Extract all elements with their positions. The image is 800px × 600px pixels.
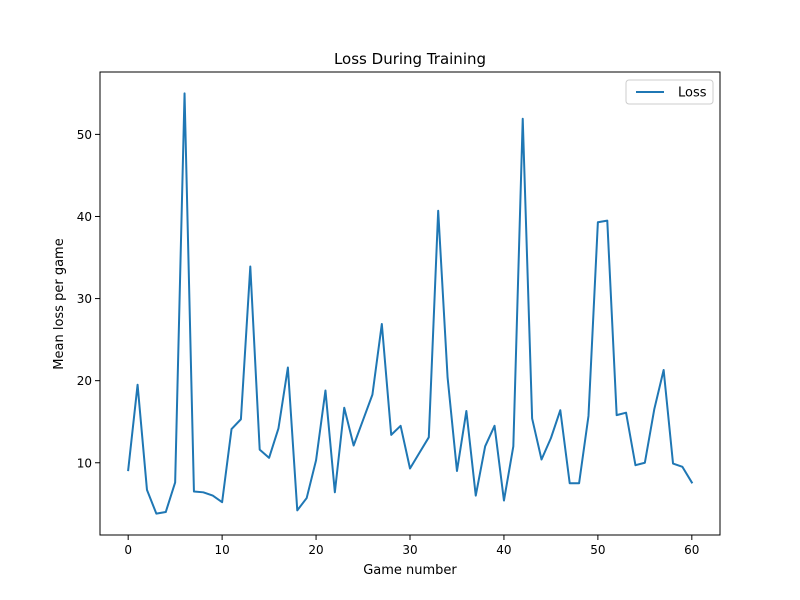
x-tick-label-40: 40 xyxy=(496,543,511,557)
x-tick-label-0: 0 xyxy=(124,543,132,557)
y-tick-label-50: 50 xyxy=(77,128,92,142)
x-axis-label: Game number xyxy=(363,563,457,578)
x-tick-label-20: 20 xyxy=(308,543,323,557)
y-tick-label-10: 10 xyxy=(77,456,92,470)
y-axis-label: Mean loss per game xyxy=(52,238,67,369)
x-tick-label-50: 50 xyxy=(590,543,605,557)
y-tick-label-40: 40 xyxy=(77,210,92,224)
legend-label-loss: Loss xyxy=(678,86,707,101)
chart-title: Loss During Training xyxy=(334,50,486,68)
legend: Loss xyxy=(626,80,713,104)
y-tick-label-30: 30 xyxy=(77,292,92,306)
x-tick-label-10: 10 xyxy=(214,543,229,557)
x-tick-label-60: 60 xyxy=(684,543,699,557)
y-tick-label-20: 20 xyxy=(77,374,92,388)
x-tick-label-30: 30 xyxy=(402,543,417,557)
